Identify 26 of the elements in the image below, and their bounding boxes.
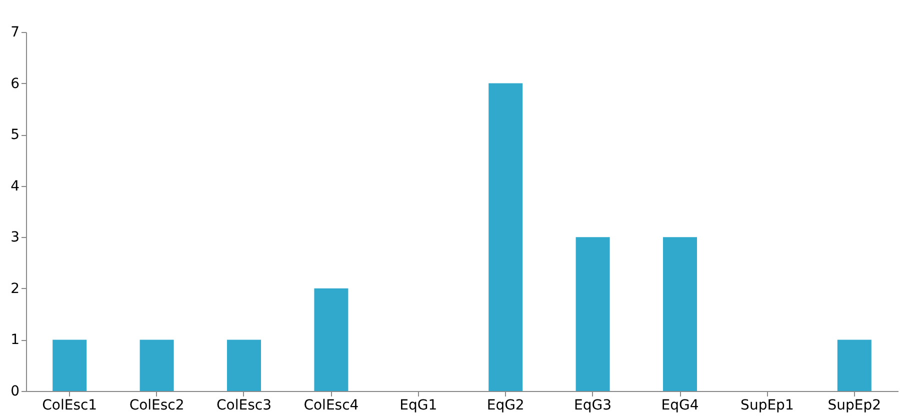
x-tick-label: ColEsc4 [304,398,359,414]
y-tick-label: 2 [10,280,20,297]
y-tick-label: 4 [10,178,20,194]
y-tick-label: 0 [10,384,20,400]
bar [314,288,348,391]
bar [140,340,174,391]
x-tick-label: ColEsc2 [129,398,184,414]
x-tick-label: EqG3 [574,398,612,414]
x-tick-label: ColEsc3 [216,398,272,414]
x-tick-label: SupEp1 [740,398,794,414]
y-tick-label: 7 [10,24,20,40]
y-tick-label: 5 [10,127,20,144]
bar [837,340,872,391]
bar [576,237,610,391]
bar [52,340,87,391]
x-tick-label: EqG2 [486,398,524,414]
y-tick-label: 1 [10,332,20,348]
x-tick-label: SupEp2 [828,398,882,414]
bar [227,340,261,391]
bar [663,237,697,391]
x-tick-label: ColEsc1 [42,398,98,414]
bar [488,83,523,391]
y-tick-label: 3 [10,230,20,246]
y-tick-label: 6 [10,76,20,92]
x-tick-label: EqG1 [400,398,438,414]
x-tick-label: EqG4 [661,398,699,414]
